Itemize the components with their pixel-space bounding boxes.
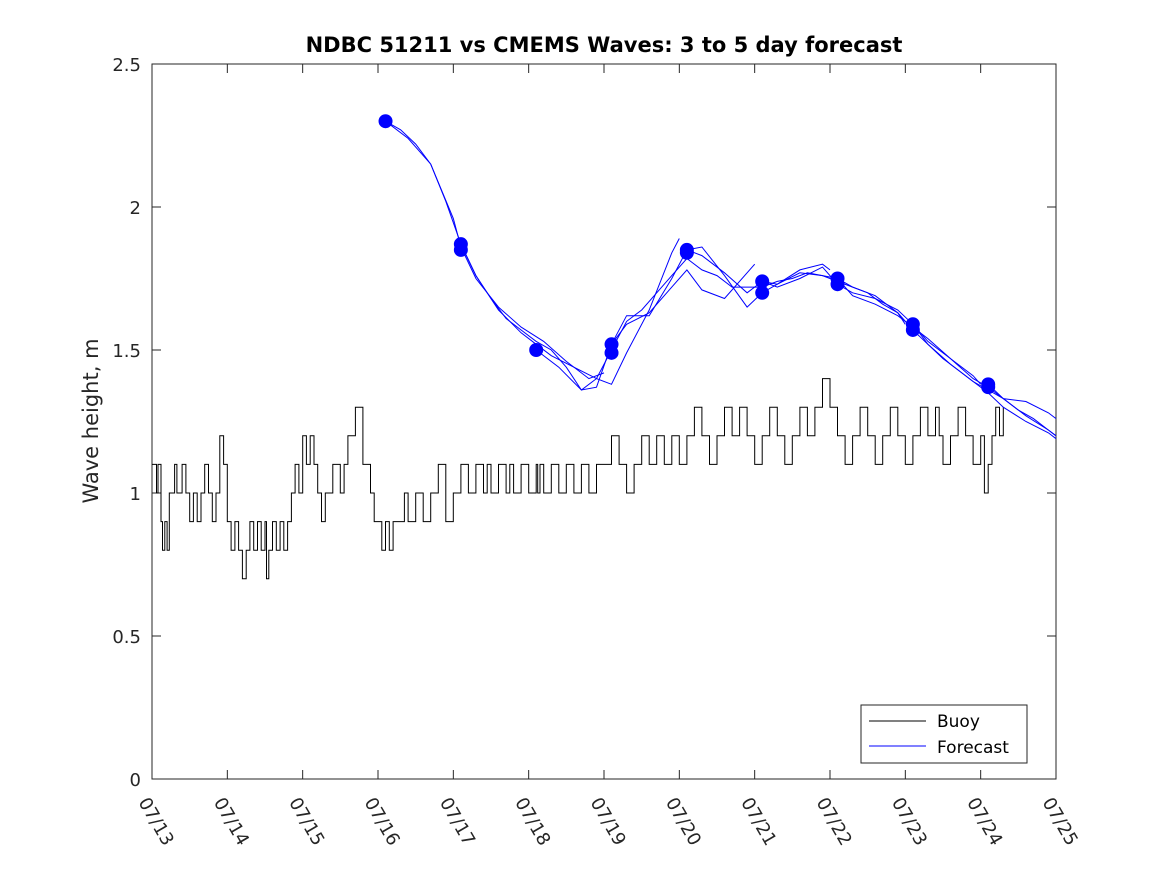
chart-title: NDBC 51211 vs CMEMS Waves: 3 to 5 day fo… xyxy=(306,33,903,57)
forecast-run-line xyxy=(611,249,831,345)
forecast-marker xyxy=(453,242,468,257)
forecast-marker xyxy=(755,285,770,300)
forecast-marker xyxy=(981,380,996,395)
forecast-marker xyxy=(604,345,619,360)
forecast-marker xyxy=(378,114,393,129)
y-tick-label: 2.5 xyxy=(112,55,141,76)
forecast-marker xyxy=(679,245,694,260)
y-tick-label: 0 xyxy=(130,770,141,791)
y-axis-label-group: Wave height, m xyxy=(79,338,103,503)
legend-label-buoy: Buoy xyxy=(937,712,980,732)
forecast-marker xyxy=(529,343,544,357)
plot-area xyxy=(151,63,1057,780)
y-axis-label: Wave height, m xyxy=(79,338,103,503)
series-layer xyxy=(152,114,1057,580)
forecast-series-line xyxy=(385,120,1057,437)
y-tick-label: 0.5 xyxy=(112,627,141,648)
forecast-run-line xyxy=(686,246,906,325)
y-tick-label: 2 xyxy=(130,198,141,219)
legend-box xyxy=(860,704,1028,764)
buoy-series-line xyxy=(152,378,1004,580)
y-tick-label: 1 xyxy=(130,484,141,505)
y-tick-label: 1.5 xyxy=(112,341,141,362)
forecast-run-line xyxy=(837,278,1057,419)
forecast-marker xyxy=(905,322,920,337)
forecast-marker xyxy=(830,277,845,292)
legend-label-forecast: Forecast xyxy=(937,738,1009,758)
forecast-run-line xyxy=(460,238,680,385)
legend: Buoy Forecast xyxy=(860,704,1028,764)
